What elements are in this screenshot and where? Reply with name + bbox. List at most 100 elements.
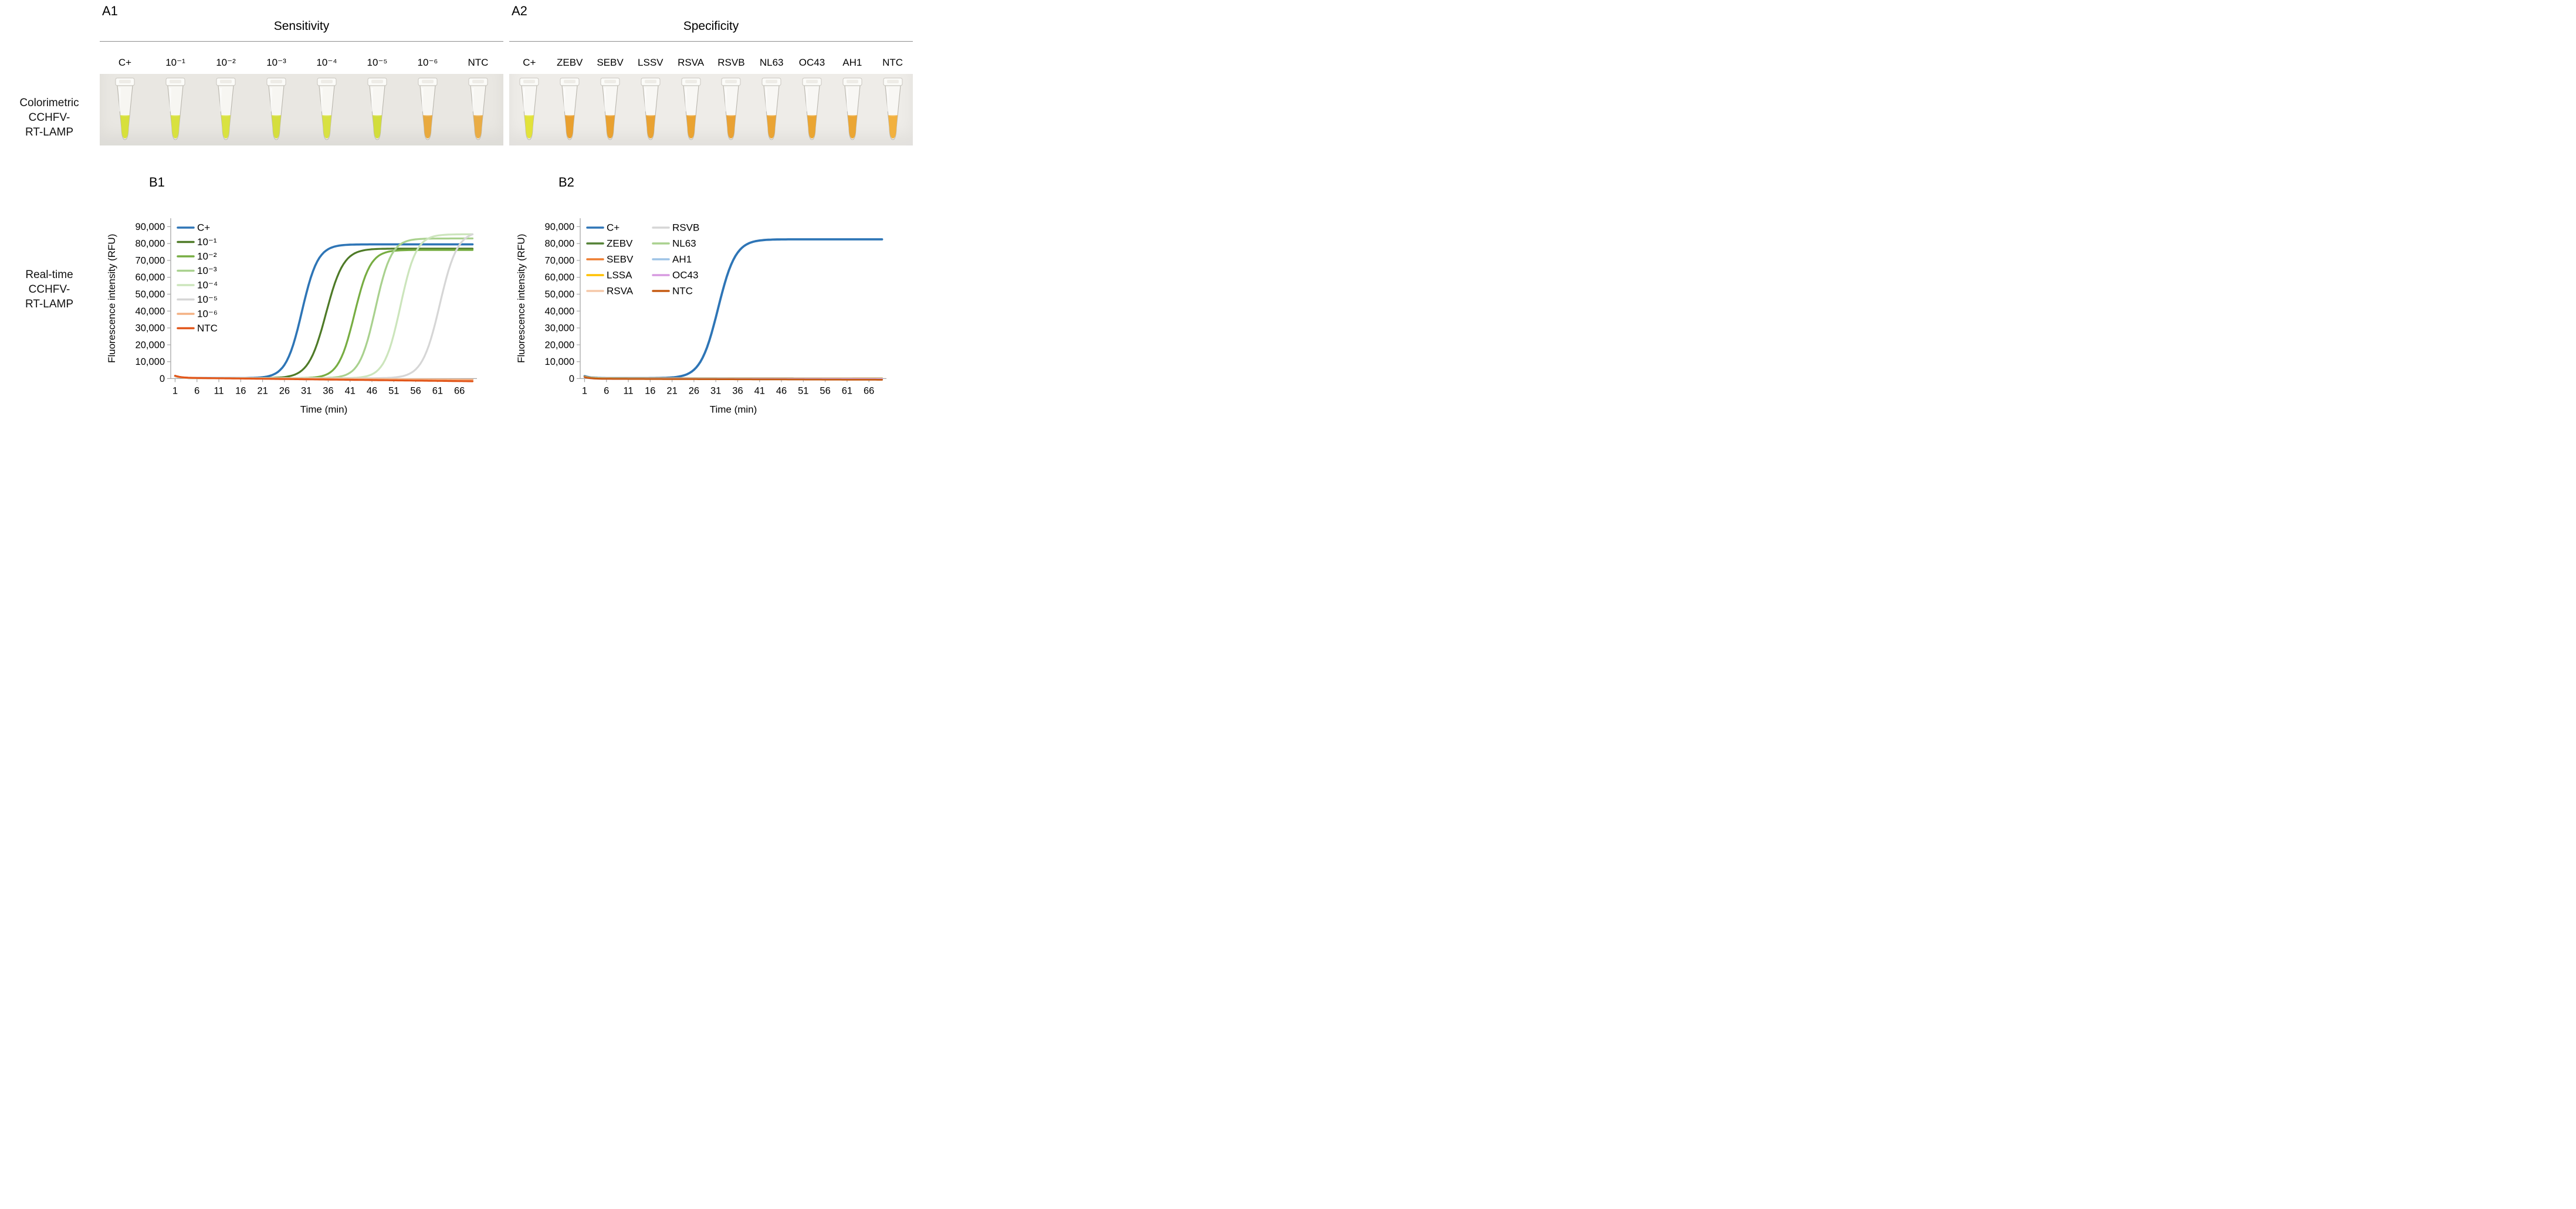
tube-highlight — [320, 88, 323, 111]
tube-photo-strip — [509, 74, 913, 145]
chart-b1: 0 10,000 20,000 30,000 40,000 50,000 60,000 70,… — [103, 208, 485, 426]
x-tick-label: 51 — [388, 385, 399, 396]
legend-item-10⁻⁴: 10⁻⁴ — [177, 280, 218, 291]
tube-body — [561, 85, 578, 140]
y-tick-label: 90,000 — [545, 222, 574, 232]
pcr-tube-graphic — [115, 77, 135, 140]
tube-body — [419, 85, 436, 140]
tube-body — [884, 85, 901, 140]
tube-liquid — [605, 115, 615, 138]
tube-highlight — [604, 88, 606, 111]
tube-liquid — [221, 115, 231, 138]
chart-b2: 0 10,000 20,000 30,000 40,000 50,000 60,000 70,… — [513, 208, 894, 426]
panel-title-specificity: Specificity — [683, 19, 739, 33]
x-tick-label: 11 — [214, 385, 224, 396]
pcr-tube-graphic — [418, 77, 438, 140]
x-tick-label: 26 — [279, 385, 290, 396]
tube-cap-inner — [220, 80, 232, 83]
tube-liquid — [120, 115, 130, 138]
x-tick-label: 36 — [732, 385, 743, 396]
x-tick-label: 21 — [666, 385, 677, 396]
title-underline — [100, 41, 503, 42]
legend: C+ ZEBV SEBV LSSA RSVA RSVB NL63 AH1 OC43 NTC — [586, 222, 699, 297]
x-tick-label: 61 — [432, 385, 443, 396]
y-tick-label: 70,000 — [545, 255, 574, 266]
tube-label: C+ — [523, 57, 536, 68]
legend-item-LSSA: LSSA — [586, 270, 632, 281]
liquid-meniscus — [888, 114, 898, 116]
pcr-tube — [550, 77, 590, 145]
tube-label: 10⁻⁶ — [417, 57, 438, 68]
tube-cap-inner — [846, 80, 858, 83]
y-tick-label: 0 — [160, 374, 165, 384]
chart-B2: 0 10,000 20,000 30,000 40,000 50,000 60,000 70,… — [516, 218, 886, 415]
pcr-tube-graphic — [165, 77, 185, 140]
pcr-tube — [150, 77, 201, 145]
x-tick-label: 1 — [582, 385, 587, 396]
pcr-tube-graphic — [802, 77, 822, 140]
tube-highlight — [119, 88, 121, 111]
series-line-10⁻¹ — [174, 248, 474, 380]
tube-highlight — [169, 88, 171, 111]
tube-body — [682, 85, 699, 140]
x-tick-label: 11 — [623, 385, 633, 396]
y-tick-label: 20,000 — [545, 340, 574, 350]
axes: 0 10,000 20,000 30,000 40,000 50,000 60,000 70,… — [136, 218, 477, 396]
tube-body — [369, 85, 385, 140]
tube-photo-strip — [100, 74, 503, 145]
liquid-meniscus — [171, 114, 180, 116]
tube-cap-inner — [604, 80, 616, 83]
x-tick-label: 1 — [172, 385, 178, 396]
tube-highlight — [523, 88, 526, 111]
tube-cap-inner — [805, 80, 818, 83]
tube-label: 10⁻⁴ — [316, 57, 337, 68]
tube-label: 10⁻⁵ — [367, 57, 388, 68]
liquid-meniscus — [524, 114, 534, 116]
tube-liquid — [686, 115, 696, 138]
x-tick-label: 61 — [842, 385, 852, 396]
tube-highlight — [805, 88, 808, 111]
y-tick-label: 40,000 — [545, 306, 574, 317]
liquid-meniscus — [473, 114, 483, 116]
x-tick-label: 36 — [323, 385, 333, 396]
tube-cap-inner — [886, 80, 899, 83]
tube-cap-inner — [472, 80, 484, 83]
pcr-tube — [509, 77, 550, 145]
tube-body — [844, 85, 861, 140]
liquid-meniscus — [807, 114, 817, 116]
tube-highlight — [563, 88, 566, 111]
y-tick-label: 60,000 — [545, 272, 574, 283]
panel-b1-realtime-sensitivity: B1 0 10,000 20,000 30,000 40,000 50,000 60,000… — [100, 175, 503, 428]
tube-liquid — [524, 115, 534, 138]
tube-cap-inner — [523, 80, 536, 83]
tube-cap-inner — [170, 80, 181, 83]
pcr-tube-graphic — [266, 77, 286, 140]
legend-item-10⁻¹: 10⁻¹ — [177, 236, 217, 248]
legend-label: LSSA — [607, 270, 632, 281]
x-tick-label: 16 — [645, 385, 655, 396]
row-label-line: RT-LAMP — [25, 298, 73, 311]
tube-highlight — [886, 88, 889, 111]
legend-label: 10⁻⁴ — [197, 280, 218, 291]
tube-label: 10⁻¹ — [165, 57, 185, 68]
tube-label: OC43 — [798, 57, 825, 68]
legend-item-10⁻³: 10⁻³ — [177, 265, 217, 276]
legend-item-NTC: NTC — [177, 323, 218, 334]
x-tick-label: 56 — [820, 385, 830, 396]
tube-body — [521, 85, 537, 140]
row-label-line: RT-LAMP — [25, 126, 73, 139]
panel-a2-specificity: A2 Specificity C+ ZEBV SEBV LSSV RSVA RSVB NL6… — [509, 4, 913, 145]
tube-cap-inner — [270, 80, 282, 83]
row-label-realtime: Real-time CCHFV- RT-LAMP — [0, 267, 99, 311]
legend-label: ZEBV — [607, 238, 633, 249]
liquid-meniscus — [605, 114, 615, 116]
pcr-tube — [792, 77, 832, 145]
legend-item-RSVA: RSVA — [586, 286, 634, 297]
legend-label: NTC — [672, 286, 693, 297]
legend-label: AH1 — [672, 254, 692, 265]
tube-label: NL63 — [759, 57, 784, 68]
x-tick-label: 46 — [776, 385, 787, 396]
series-line-10⁻² — [174, 249, 474, 380]
legend-item-ZEBV: ZEBV — [586, 238, 633, 249]
tube-label: C+ — [118, 57, 132, 68]
